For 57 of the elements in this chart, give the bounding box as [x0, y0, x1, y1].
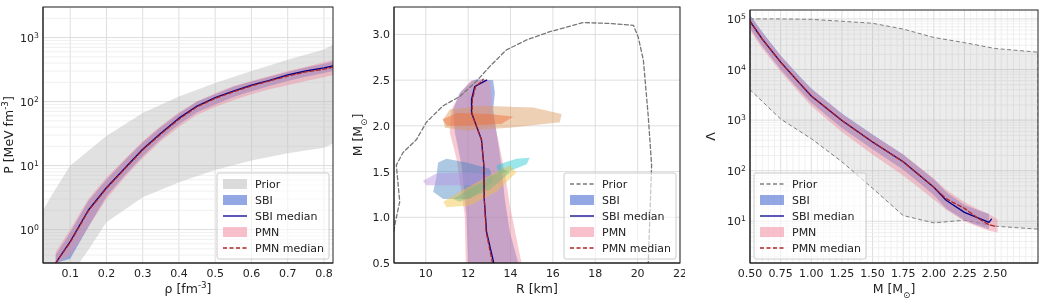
x-tick-label: 0.7 — [278, 267, 297, 280]
x-tick-label: 0.2 — [97, 267, 116, 280]
y-tick-label: 1.5 — [372, 165, 390, 179]
y-tick-label: 1.0 — [372, 211, 390, 225]
x-tick-label: 14 — [503, 267, 518, 280]
x-tick-label: 2.25 — [952, 267, 977, 280]
y-tick-label: 3.0 — [372, 28, 390, 42]
legend-label: SBI — [255, 194, 273, 207]
x-tick-label: 2.50 — [982, 267, 1008, 280]
x-axis-title: ρ [fm$^{-3}$] — [164, 280, 212, 296]
x-tick-label: 2.00 — [921, 267, 947, 280]
legend-label: Prior — [792, 178, 818, 191]
y-tick-label: 10$^{1}$ — [727, 213, 747, 229]
legend-label: SBI — [792, 194, 810, 207]
y-tick-label: 10$^{4}$ — [727, 62, 747, 77]
x-tick-label: 1.25 — [829, 267, 855, 280]
y-tick-label: 2.5 — [372, 74, 390, 88]
x-tick-label: 16 — [545, 267, 560, 280]
y-tick-label: 10$^{3}$ — [20, 30, 40, 45]
y-tick-label: 10$^{0}$ — [20, 222, 40, 237]
legend-label: SBI median — [602, 210, 665, 223]
y-tick-label: 2.0 — [372, 119, 390, 133]
x-tick-label: 0.4 — [170, 267, 188, 280]
x-axis-title: R [km] — [516, 281, 558, 296]
x-tick-label: 0.6 — [242, 267, 261, 280]
legend-label: PMN — [255, 226, 280, 239]
x-tick-label: 18 — [588, 267, 603, 280]
x-tick-label: 0.5 — [206, 267, 224, 280]
x-tick-label: 1.75 — [890, 267, 916, 280]
x-tick-label: 0.3 — [133, 267, 152, 280]
x-tick-label: 0.1 — [61, 267, 79, 280]
y-tick-label: 0.5 — [372, 257, 390, 270]
legend-label: Prior — [255, 178, 281, 191]
legend-label: PMN — [792, 226, 817, 239]
legend-label: SBI median — [792, 210, 855, 223]
x-tick-label: 0.8 — [315, 267, 333, 280]
x-tick-label: 12 — [461, 267, 476, 280]
x-tick-label: 20 — [630, 267, 645, 280]
x-tick-label: 10 — [418, 267, 433, 280]
legend-label: SBI — [602, 194, 620, 207]
y-tick-label: 10$^{1}$ — [20, 158, 40, 173]
x-axis-title: M [M$_{⊙}$] — [872, 281, 916, 298]
legend-label: Prior — [602, 178, 628, 191]
legend-label: PMN median — [792, 242, 862, 255]
x-tick-label: 0.50 — [737, 267, 763, 280]
legend-label: SBI median — [255, 210, 318, 223]
y-tick-label: 10$^{3}$ — [727, 112, 747, 128]
y-axis-title: Λ — [703, 131, 718, 141]
x-tick-label: 0.75 — [768, 267, 793, 280]
y-tick-label: 10$^{2}$ — [727, 163, 747, 178]
legend-label: PMN median — [255, 242, 325, 255]
x-tick-label: 1.00 — [799, 267, 824, 280]
y-tick-label: 10$^{2}$ — [20, 94, 40, 109]
legend-label: PMN — [602, 226, 627, 239]
y-tick-label: 10$^{5}$ — [727, 11, 747, 26]
legend-label: PMN median — [602, 242, 672, 255]
x-tick-label: 1.50 — [860, 267, 885, 280]
